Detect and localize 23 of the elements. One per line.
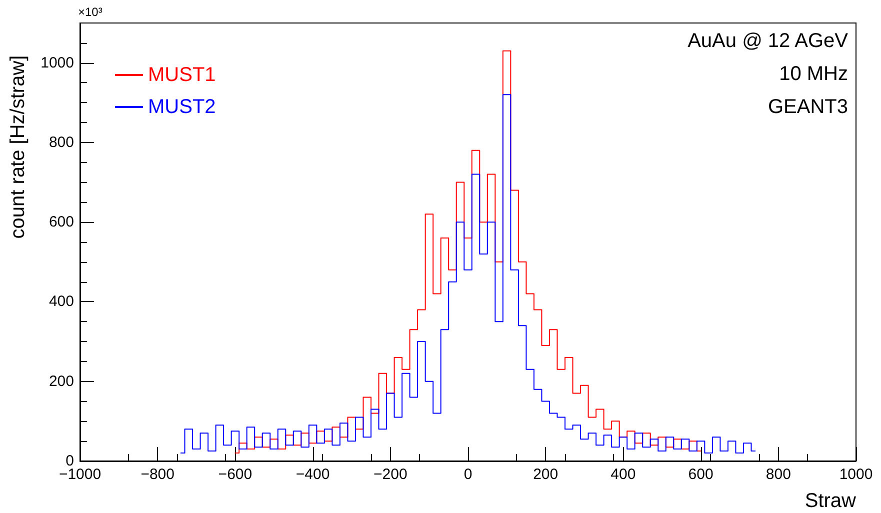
x-axis-title: Straw bbox=[804, 490, 857, 512]
x-tick-label: −600 bbox=[218, 466, 252, 483]
x-tick-label: 200 bbox=[533, 466, 558, 483]
legend-label: MUST2 bbox=[148, 96, 216, 118]
x-tick-label: 600 bbox=[688, 466, 714, 483]
annotation: AuAu @ 12 AGeV bbox=[688, 30, 849, 52]
x-tick-label: 800 bbox=[766, 466, 791, 483]
x-tick-label: 1000 bbox=[839, 466, 873, 483]
y-tick-label: 800 bbox=[48, 134, 74, 151]
y-tick-label: 600 bbox=[48, 214, 74, 231]
x-tick-label: −400 bbox=[296, 466, 330, 483]
x-tick-label: 400 bbox=[610, 466, 636, 483]
x-tick-label: −200 bbox=[374, 466, 408, 483]
text: ×10³ bbox=[78, 5, 102, 19]
x-tick-label: −800 bbox=[140, 466, 174, 483]
y-tick-label: 400 bbox=[48, 293, 74, 310]
y-tick-label: 1000 bbox=[40, 54, 74, 72]
annotation: GEANT3 bbox=[768, 96, 848, 118]
annotation: 10 MHz bbox=[779, 63, 848, 85]
y-axis-title: count rate [Hz/straw] bbox=[7, 55, 29, 239]
legend-label: MUST1 bbox=[148, 64, 216, 86]
y-tick-label: 200 bbox=[48, 372, 74, 390]
x-tick-label: 0 bbox=[464, 466, 472, 483]
